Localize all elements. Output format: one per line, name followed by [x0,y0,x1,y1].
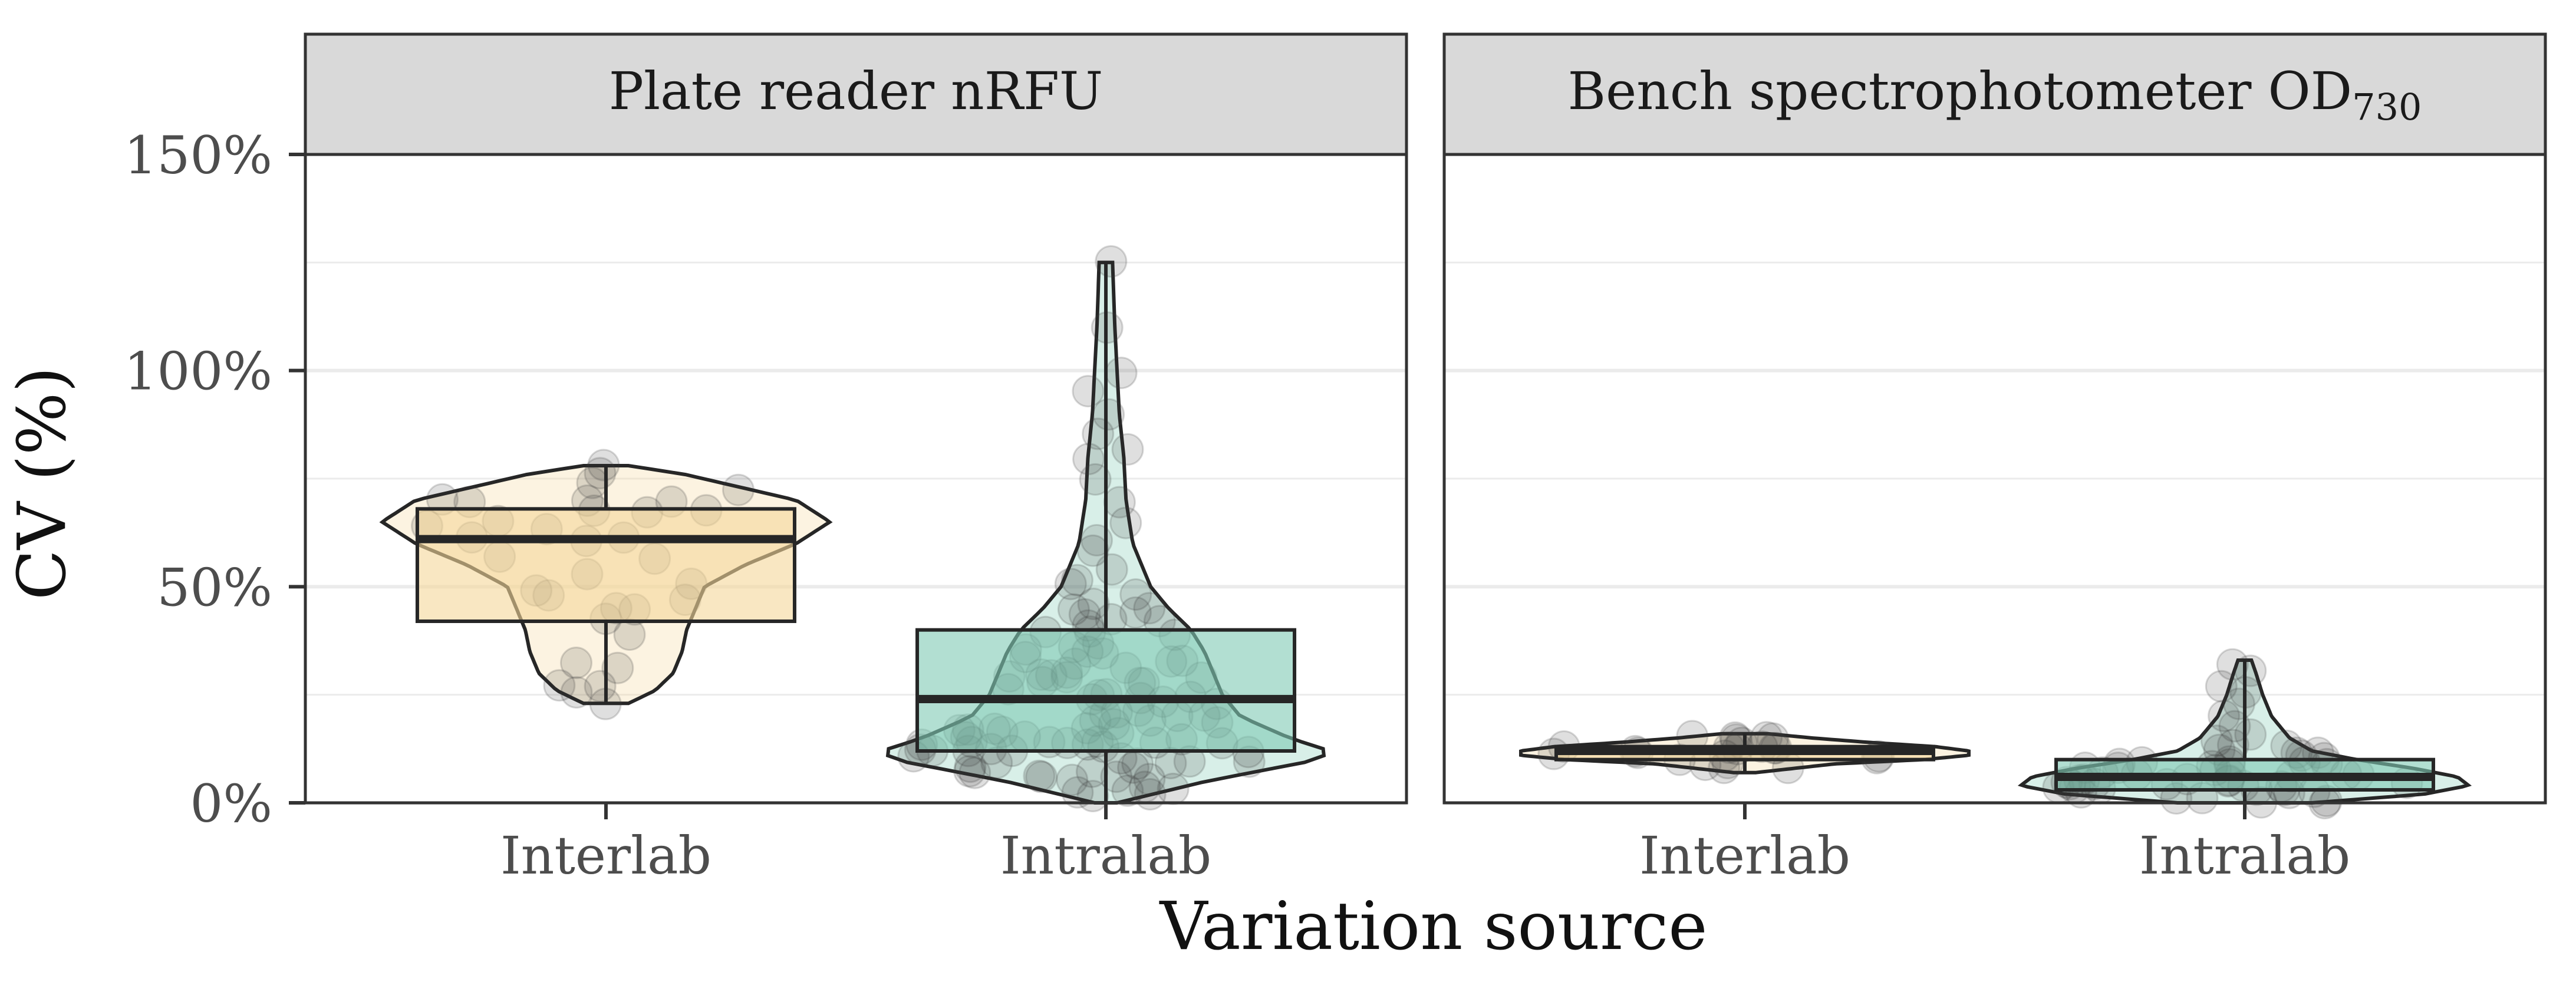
box [415,507,796,623]
data-point [1023,759,1056,792]
panel-title: Bench spectrophotometer OD730 [1568,61,2422,128]
y-tick-label: 100% [124,341,272,402]
data-point [601,651,634,684]
y-tick-label: 0% [190,773,272,834]
data-point [1095,245,1128,278]
group-interlab [1519,720,1971,785]
data-point [1109,506,1142,539]
group-intralab [885,245,1326,812]
data-point [1133,592,1166,625]
y-tick-label: 150% [124,125,272,186]
data-point [2234,654,2267,687]
data-point [1057,593,1090,626]
panel-strip [1442,32,2547,156]
panel-strip [304,32,1408,156]
group-interlab [379,449,833,720]
data-point [1025,760,1058,793]
panel-2: Bench spectrophotometer OD730 Interlab Int… [1442,32,2547,886]
data-point [1077,588,1110,620]
data-point [2216,648,2249,681]
x-tick-label: Intralab [1000,825,1211,886]
data-point [1111,774,1144,807]
data-point [1119,578,1152,611]
panel-1: Plate reader nRFU Interlab Intralab [304,32,1408,886]
data-point [1072,375,1105,408]
data-point [1060,564,1093,597]
data-point [543,669,576,702]
data-point [1061,776,1094,809]
data-point [2218,710,2251,743]
data-point [2270,729,2303,762]
panel-border [1442,153,2547,805]
data-point [1054,568,1087,601]
group-intralab [2017,648,2472,820]
data-point [2200,724,2233,757]
x-tick-label: Interlab [1639,825,1850,886]
x-tick-label: Interlab [500,825,711,886]
data-point [584,457,617,490]
data-point [1056,763,1089,796]
data-point [1111,433,1144,466]
data-point [584,670,617,703]
x-axis-label: Variation source [1158,888,1707,965]
data-point [1079,463,1112,496]
data-point [1092,398,1125,431]
data-point [1100,760,1133,793]
data-point [722,473,755,506]
y-axis-label: CV (%) [4,367,81,600]
data-point [560,676,593,709]
data-point [958,756,991,789]
data-point [1105,357,1138,390]
data-point [560,647,592,679]
data-point [1072,443,1105,476]
y-tick-label: 50% [157,557,272,618]
data-point [2208,700,2241,732]
data-point [1103,486,1136,519]
data-point [953,754,986,787]
box [915,628,1297,753]
data-point [2205,670,2238,703]
data-point [1133,763,1166,796]
data-point [1119,596,1152,629]
axis-layer: CV (%) Variation source 0% 50% 100% 150% [4,125,1708,965]
panel-title: Plate reader nRFU [609,61,1103,121]
data-point [2222,687,2255,720]
data-point [1076,534,1109,567]
data-point [587,449,620,482]
x-tick-label: Intralab [2139,825,2350,886]
data-point [2234,718,2267,751]
panel-border [304,153,1408,805]
